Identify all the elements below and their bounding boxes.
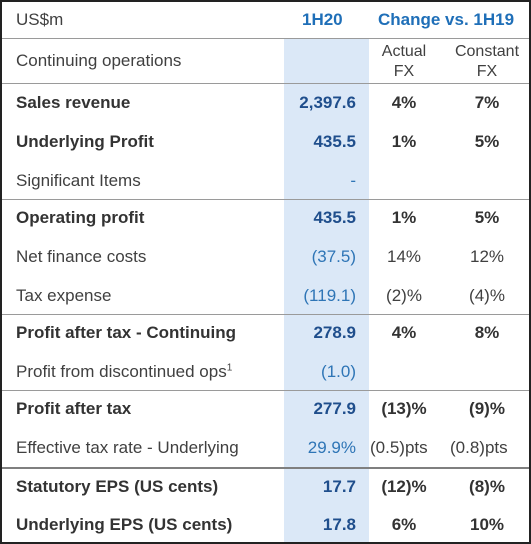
row-value: (1.0): [321, 362, 356, 381]
row-value: 17.7: [322, 477, 356, 496]
constant-fx-header: Constant FX: [442, 42, 531, 82]
row-constant-fx: 7%: [474, 93, 500, 112]
actual-fx-header: Actual FX: [364, 42, 444, 82]
row-label: Profit from discontinued ops1: [16, 362, 232, 382]
continuing-operations-label: Continuing operations: [16, 51, 182, 70]
currency-header: US$m: [16, 10, 64, 29]
row-value: 278.9: [313, 323, 356, 342]
section-divider: [2, 314, 529, 315]
row-actual-fx: 1%: [391, 132, 417, 151]
row-constant-fx: 10%: [469, 515, 505, 534]
row-actual-fx: (2)%: [386, 286, 422, 305]
row-label: Sales revenue: [16, 93, 131, 112]
row-label: Profit after tax - Continuing: [16, 323, 237, 342]
row-constant-fx: (9)%: [469, 399, 505, 418]
row-actual-fx: (13)%: [381, 399, 427, 418]
row-constant-fx: (4)%: [469, 286, 505, 305]
row-value: 277.9: [313, 399, 356, 418]
row-label: Tax expense: [16, 286, 112, 305]
row-actual-fx: (0.5)pts: [370, 438, 428, 457]
row-value: 435.5: [313, 132, 356, 151]
row-value: 17.8: [322, 515, 356, 534]
period-header: 1H20: [302, 10, 343, 29]
row-actual-fx: (12)%: [381, 477, 427, 496]
row-actual-fx: 4%: [391, 323, 417, 342]
row-label: Statutory EPS (US cents): [16, 477, 219, 496]
row-label: Underlying Profit: [16, 132, 154, 151]
actual-fx-line2: FX: [393, 63, 415, 80]
row-constant-fx: (0.8)pts: [450, 438, 508, 457]
subheader-divider: [2, 83, 529, 84]
row-constant-fx: 5%: [474, 208, 500, 227]
row-value: -: [350, 171, 356, 190]
row-value: 2,397.6: [299, 93, 356, 112]
section-divider: [2, 390, 529, 391]
row-label: Effective tax rate - Underlying: [16, 438, 239, 457]
section-divider: [2, 467, 529, 469]
row-actual-fx: 14%: [386, 247, 422, 266]
constant-fx-line2: FX: [476, 63, 498, 80]
row-label: Net finance costs: [16, 247, 147, 266]
row-value: 29.9%: [307, 438, 356, 457]
row-actual-fx: 6%: [391, 515, 417, 534]
row-value: (119.1): [303, 286, 356, 305]
row-actual-fx: 4%: [391, 93, 417, 112]
row-constant-fx: 12%: [469, 247, 505, 266]
row-value: (37.5): [311, 247, 356, 266]
actual-fx-line1: Actual: [381, 43, 427, 60]
row-constant-fx: 5%: [474, 132, 500, 151]
row-actual-fx: 1%: [391, 208, 417, 227]
header-divider: [2, 38, 529, 39]
row-constant-fx: 8%: [474, 323, 500, 342]
footnote-marker: 1: [226, 362, 233, 374]
change-header: Change vs. 1H19: [378, 10, 515, 29]
row-value: 435.5: [313, 208, 356, 227]
row-label-text: Profit from discontinued ops: [16, 362, 227, 381]
constant-fx-line1: Constant: [454, 43, 520, 60]
section-divider: [2, 199, 529, 200]
row-constant-fx: (8)%: [469, 477, 505, 496]
row-label: Operating profit: [16, 208, 145, 227]
row-label: Significant Items: [16, 171, 141, 190]
row-label: Profit after tax: [16, 399, 132, 418]
row-label: Underlying EPS (US cents): [16, 515, 233, 534]
period-column-highlight: [284, 38, 369, 542]
